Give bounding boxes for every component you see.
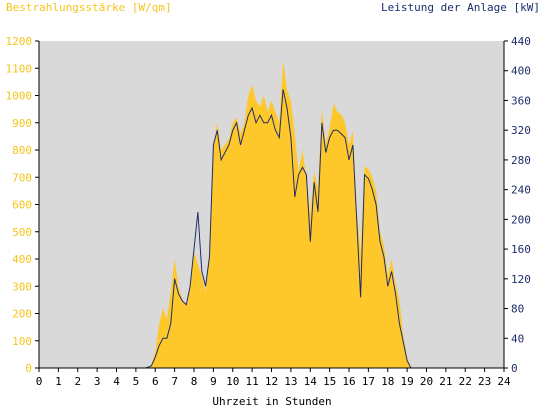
x-tick-label: 11 — [246, 375, 259, 388]
x-tick-label: 16 — [342, 375, 355, 388]
x-tick-label: 14 — [304, 375, 318, 388]
x-tick-label: 12 — [265, 375, 278, 388]
x-tick-label: 21 — [439, 375, 452, 388]
y-tick-label: 700 — [12, 171, 32, 184]
series-power-line — [39, 89, 504, 369]
x-tick-label: 19 — [401, 375, 414, 388]
x-axis-title: Uhrzeit in Stunden — [212, 395, 332, 408]
x-tick-label: 18 — [381, 375, 394, 388]
x-tick-label: 4 — [113, 375, 120, 388]
x-tick-label: 2 — [74, 375, 81, 388]
y-tick-label: 400 — [12, 253, 32, 266]
series-irradiance-area — [39, 60, 504, 368]
x-tick-label: 7 — [171, 375, 178, 388]
y-tick-label: 0 — [25, 362, 32, 375]
x-tick-label: 8 — [191, 375, 198, 388]
x-tick-label: 1 — [55, 375, 62, 388]
y-tick-label: 300 — [12, 280, 32, 293]
y2-tick-label: 80 — [511, 303, 524, 316]
y-tick-label: 100 — [12, 335, 32, 348]
x-tick-label: 5 — [133, 375, 140, 388]
x-tick-label: 9 — [210, 375, 217, 388]
right-axis-title: Leistung der Anlage [kW] — [381, 1, 540, 14]
y2-tick-label: 400 — [511, 65, 531, 78]
y2-tick-label: 320 — [511, 124, 531, 137]
y2-tick-label: 160 — [511, 243, 531, 256]
y-tick-label: 900 — [12, 117, 32, 130]
x-tick-label: 17 — [362, 375, 375, 388]
y-tick-label: 1100 — [6, 62, 33, 75]
x-tick-label: 10 — [226, 375, 239, 388]
x-tick-label: 15 — [323, 375, 336, 388]
y2-tick-label: 40 — [511, 332, 524, 345]
x-tick-label: 6 — [152, 375, 159, 388]
y2-tick-label: 440 — [511, 35, 531, 48]
x-tick-label: 0 — [36, 375, 43, 388]
plot-area — [39, 41, 504, 369]
y-tick-label: 500 — [12, 226, 32, 239]
y2-tick-label: 120 — [511, 273, 531, 286]
x-tick-label: 3 — [94, 375, 101, 388]
x-tick-label: 20 — [420, 375, 433, 388]
x-tick-label: 22 — [459, 375, 472, 388]
y-tick-label: 200 — [12, 308, 32, 321]
y-tick-label: 1000 — [6, 90, 33, 103]
y-tick-label: 600 — [12, 199, 32, 212]
x-tick-label: 23 — [478, 375, 491, 388]
y2-tick-label: 0 — [511, 362, 518, 375]
y2-tick-label: 200 — [511, 213, 531, 226]
left-axis-title: Bestrahlungsstärke [W/qm] — [6, 1, 172, 14]
x-tick-label: 13 — [284, 375, 297, 388]
y2-tick-label: 280 — [511, 154, 531, 167]
y-tick-label: 1200 — [6, 35, 33, 48]
y2-tick-label: 360 — [511, 94, 531, 107]
x-tick-label: 24 — [497, 375, 511, 388]
y2-tick-label: 240 — [511, 184, 531, 197]
y-tick-label: 800 — [12, 144, 32, 157]
axes: 0100200300400500600700800900100011001200… — [6, 35, 531, 388]
